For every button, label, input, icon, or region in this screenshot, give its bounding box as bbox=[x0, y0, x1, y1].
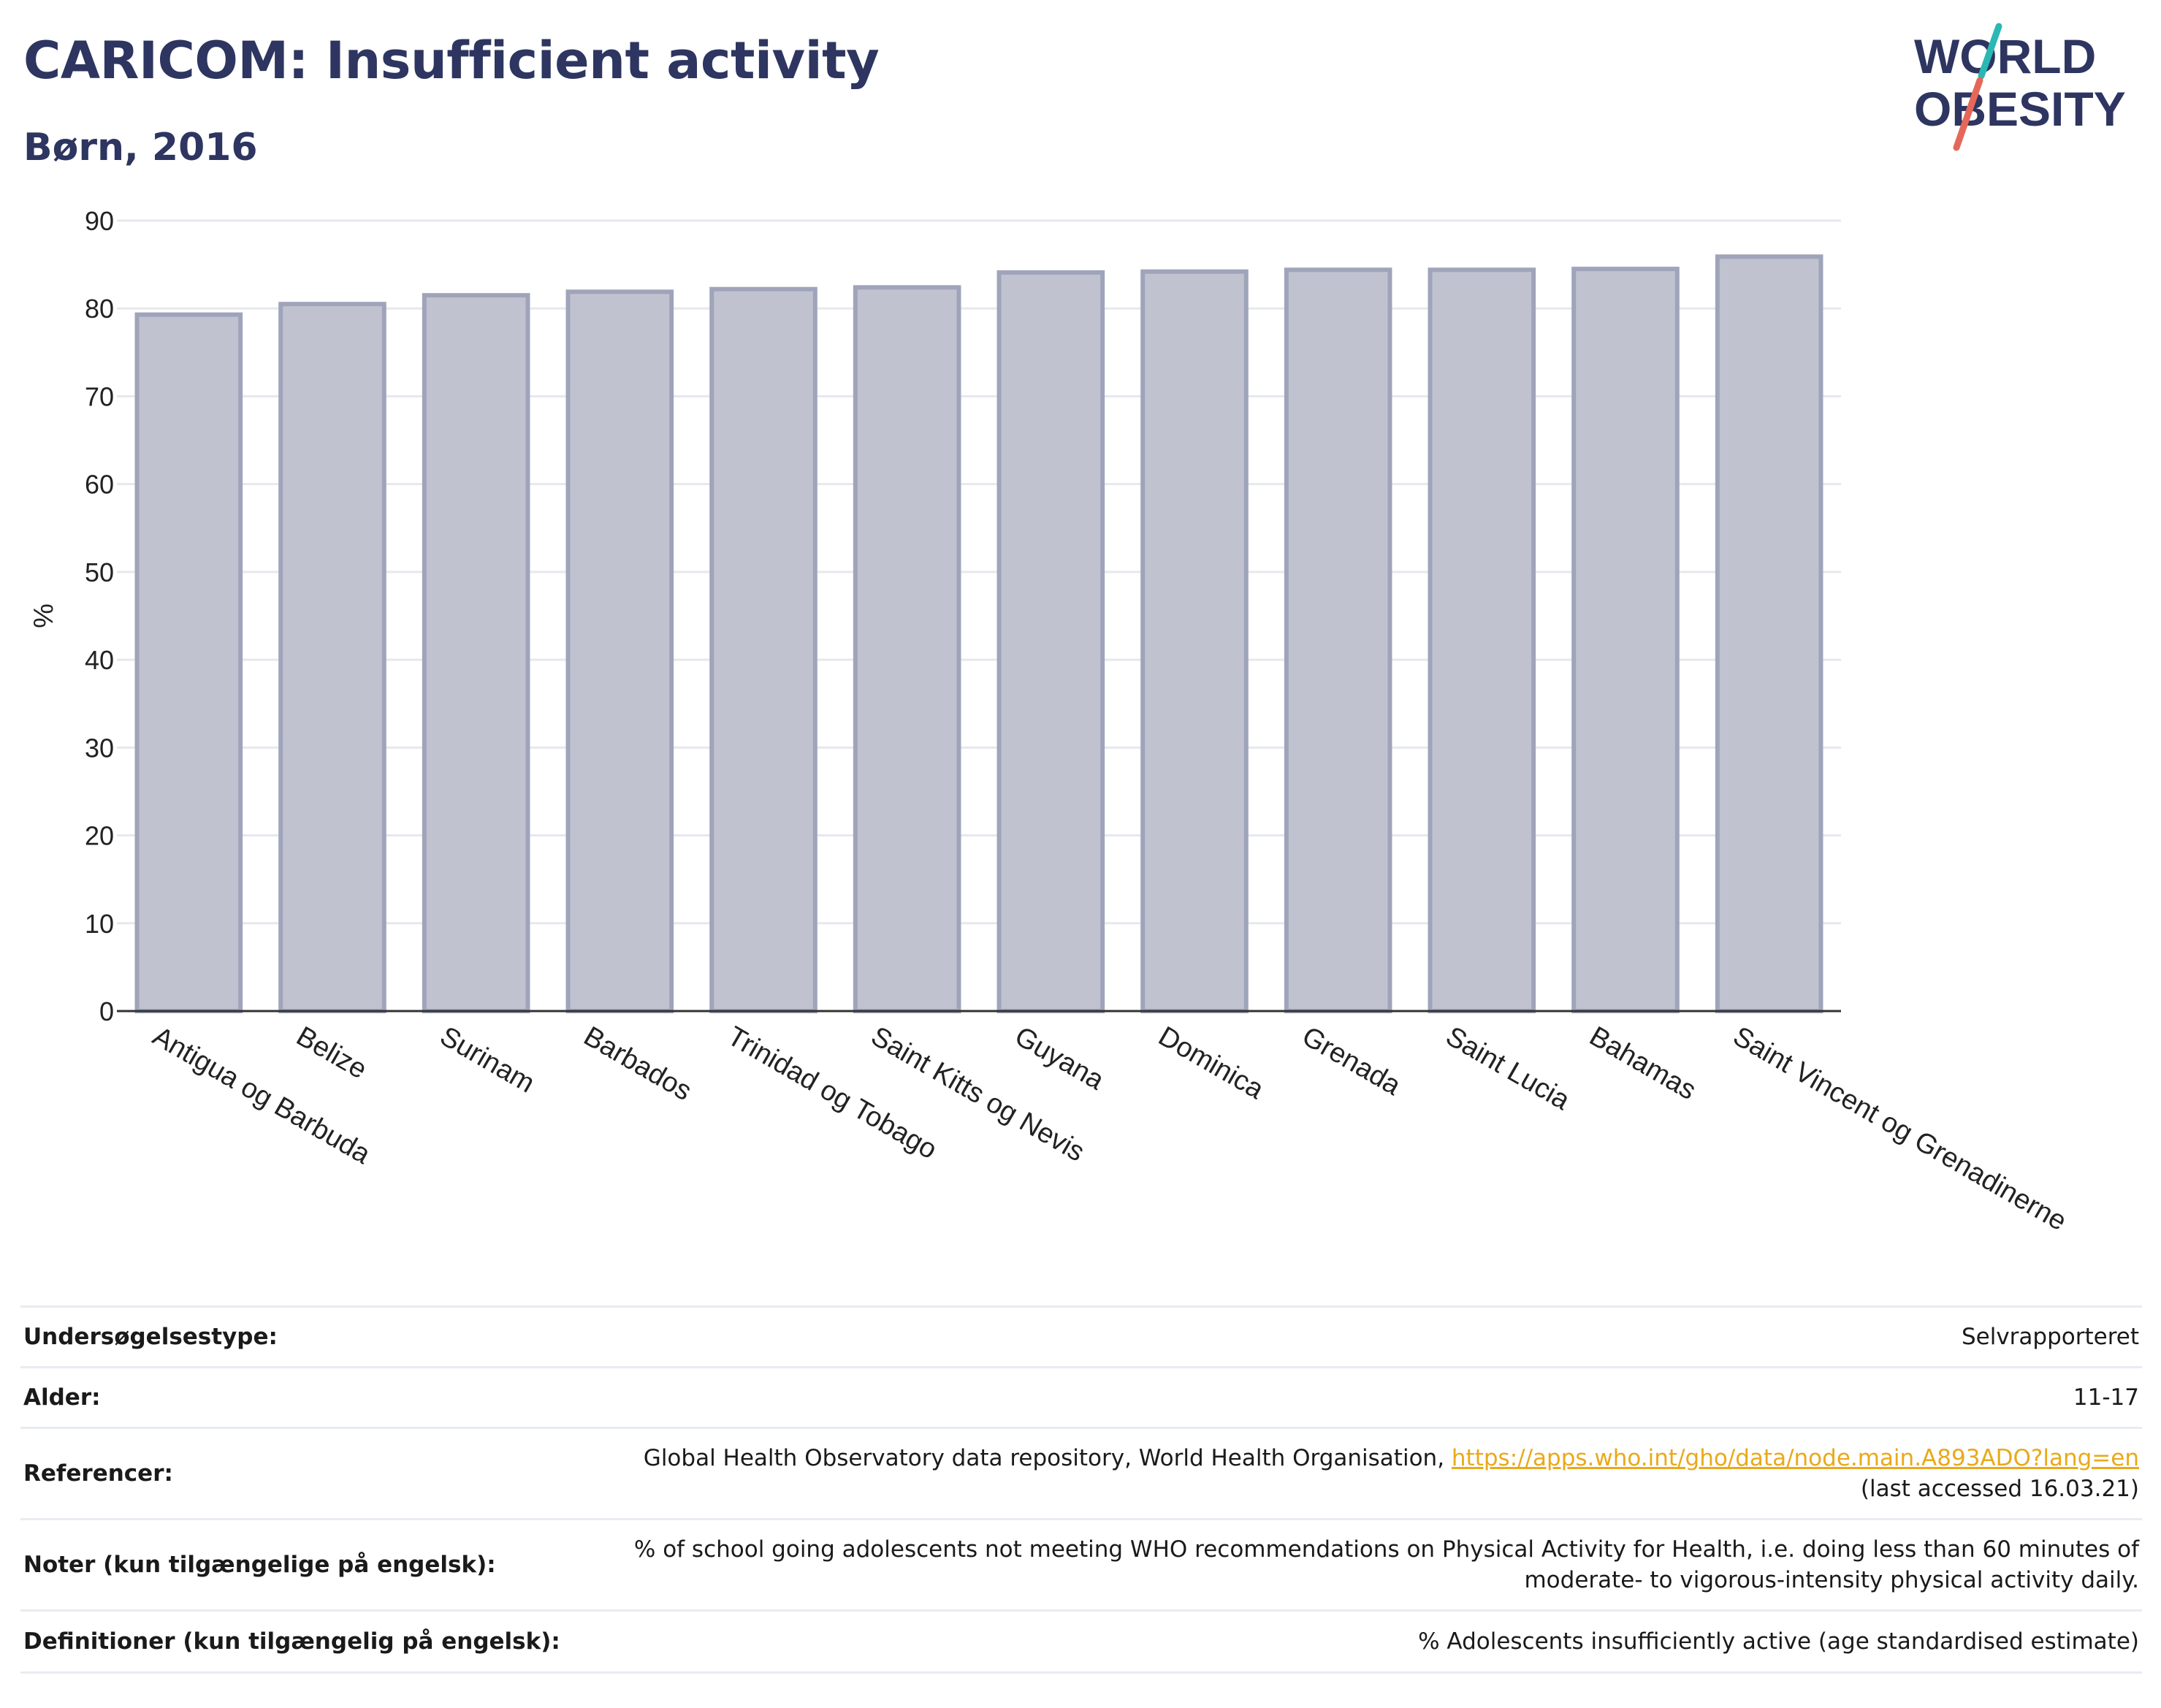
meta-value: % of school going adolescents not meetin… bbox=[581, 1518, 2142, 1611]
y-tick-label: 50 bbox=[85, 557, 114, 587]
bar bbox=[134, 312, 243, 1014]
meta-label: Noter (kun tilgængelige på engelsk): bbox=[20, 1518, 582, 1611]
metadata-table: Undersøgelsestype: Selvrapporteret Alder… bbox=[20, 1305, 2142, 1674]
x-tick-label: Grenada bbox=[1297, 1021, 1406, 1102]
bar bbox=[1715, 254, 1823, 1013]
meta-label: Undersøgelsestype: bbox=[20, 1305, 582, 1368]
bar bbox=[709, 286, 817, 1014]
meta-row-survey-type: Undersøgelsestype: Selvrapporteret bbox=[20, 1305, 2142, 1368]
notes-line-2: moderate- to vigorous-intensity physical… bbox=[1524, 1567, 2139, 1593]
y-tick-label: 80 bbox=[85, 294, 114, 324]
chart-title: CARICOM: Insufficient activity bbox=[23, 31, 880, 91]
meta-row-age: Alder: 11-17 bbox=[20, 1366, 2142, 1428]
meta-value: 11-17 bbox=[581, 1366, 2142, 1428]
y-tick-label: 60 bbox=[85, 470, 114, 500]
logo-text-obesity: OBESITY bbox=[1914, 82, 2126, 136]
meta-label: Referencer: bbox=[20, 1427, 582, 1520]
reference-link[interactable]: https://apps.who.int/gho/data/node.main.… bbox=[1451, 1445, 2139, 1471]
reference-accessed: (last accessed 16.03.21) bbox=[1860, 1476, 2139, 1502]
meta-row-notes: Noter (kun tilgængelige på engelsk): % o… bbox=[20, 1518, 2142, 1611]
grid-lines bbox=[117, 219, 1841, 925]
meta-value: % Adolescents insufficiently active (age… bbox=[581, 1609, 2142, 1674]
bar bbox=[1284, 267, 1392, 1013]
x-tick-label: Saint Vincent og Grenadinerne bbox=[1728, 1021, 2071, 1237]
reference-text: Global Health Observatory data repositor… bbox=[643, 1445, 1452, 1471]
meta-value: Selvrapporteret bbox=[581, 1305, 2142, 1368]
logo-text-world: WORLD bbox=[1914, 29, 2096, 83]
logo-slash-top bbox=[1978, 23, 2002, 80]
x-tick-label: Saint Lucia bbox=[1441, 1021, 1576, 1116]
x-tick-label: Surinam bbox=[435, 1021, 540, 1099]
logo-slash-bottom bbox=[1953, 77, 1983, 151]
notes-line-1: % of school going adolescents not meetin… bbox=[633, 1536, 2139, 1563]
bar bbox=[1571, 267, 1680, 1014]
meta-label: Definitioner (kun tilgængelig på engelsk… bbox=[20, 1609, 582, 1674]
y-tick-label: 10 bbox=[85, 909, 114, 939]
y-tick-labels: 0 10 20 30 40 50 60 70 80 90 bbox=[85, 206, 114, 1026]
meta-value: Global Health Observatory data repositor… bbox=[581, 1427, 2142, 1520]
y-tick-label: 70 bbox=[85, 381, 114, 411]
bars bbox=[134, 254, 1823, 1014]
bar bbox=[278, 302, 386, 1013]
y-tick-label: 40 bbox=[85, 645, 114, 675]
y-tick-label: 20 bbox=[85, 821, 114, 851]
bar bbox=[1140, 269, 1249, 1014]
bar bbox=[422, 293, 530, 1013]
meta-row-definitions: Definitioner (kun tilgængelig på engelsk… bbox=[20, 1609, 2142, 1674]
chart-subtitle: Børn, 2016 bbox=[23, 126, 258, 169]
bar bbox=[565, 289, 674, 1013]
world-obesity-logo: WORLD OBESITY bbox=[1914, 23, 2126, 151]
y-tick-label: 90 bbox=[85, 206, 114, 236]
meta-row-references: Referencer: Global Health Observatory da… bbox=[20, 1427, 2142, 1520]
x-tick-label: Guyana bbox=[1010, 1021, 1110, 1096]
x-tick-label: Barbados bbox=[579, 1021, 697, 1107]
y-axis-label: % bbox=[28, 603, 59, 628]
x-tick-label: Bahamas bbox=[1585, 1021, 1701, 1106]
x-tick-label: Belize bbox=[291, 1021, 373, 1085]
y-tick-label: 30 bbox=[85, 733, 114, 763]
y-tick-label: 0 bbox=[99, 996, 114, 1026]
bar bbox=[853, 285, 961, 1013]
meta-label: Alder: bbox=[20, 1366, 582, 1428]
bar bbox=[1428, 267, 1536, 1013]
x-tick-label: Dominica bbox=[1154, 1021, 1270, 1105]
bar bbox=[996, 270, 1105, 1014]
